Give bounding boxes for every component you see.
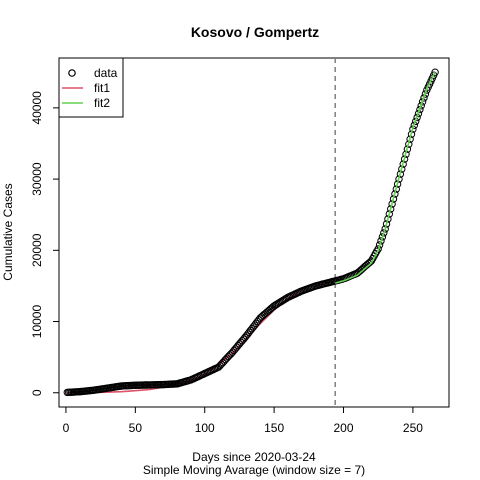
x-axis: 0 50 100 150 200 250: [63, 407, 423, 435]
x-tick-label: 200: [334, 421, 354, 435]
legend: data fit1 fit2: [58, 57, 124, 118]
fit2-line: [334, 71, 436, 284]
legend-label-data: data: [94, 66, 118, 80]
x-tick-label: 150: [264, 421, 284, 435]
data-point: [378, 233, 387, 241]
legend-label-fit2: fit2: [94, 96, 110, 110]
legend-label-fit1: fit1: [94, 81, 110, 95]
series-fit2: [334, 71, 436, 284]
legend-symbol-data: [68, 69, 76, 77]
x-tick-label: 0: [63, 421, 70, 435]
data-point: [431, 68, 439, 76]
data-point: [381, 225, 389, 233]
x-tick-label: 250: [403, 421, 423, 435]
data-point: [382, 220, 391, 228]
data-point: [380, 229, 388, 237]
series-data: [63, 68, 439, 397]
x-axis-label: Days since 2020-03-24: [192, 450, 316, 464]
y-tick-label: 40000: [30, 91, 44, 125]
y-tick-label: 20000: [30, 233, 44, 267]
y-tick-label: 30000: [30, 162, 44, 196]
plot-frame: [58, 57, 450, 408]
chart-title: Kosovo / Gompertz: [191, 24, 319, 40]
x-axis-label-secondary: Simple Moving Avarage (window size = 7): [143, 463, 365, 477]
y-tick-label: 10000: [30, 305, 44, 339]
x-tick-label: 50: [129, 421, 143, 435]
y-axis: 0 10000 20000 30000 40000: [30, 91, 59, 396]
y-tick-label: 0: [30, 389, 44, 396]
y-axis-label: Cumulative Cases: [1, 183, 15, 280]
data-point: [374, 245, 382, 253]
data-point: [384, 215, 392, 223]
x-tick-label: 100: [195, 421, 215, 435]
